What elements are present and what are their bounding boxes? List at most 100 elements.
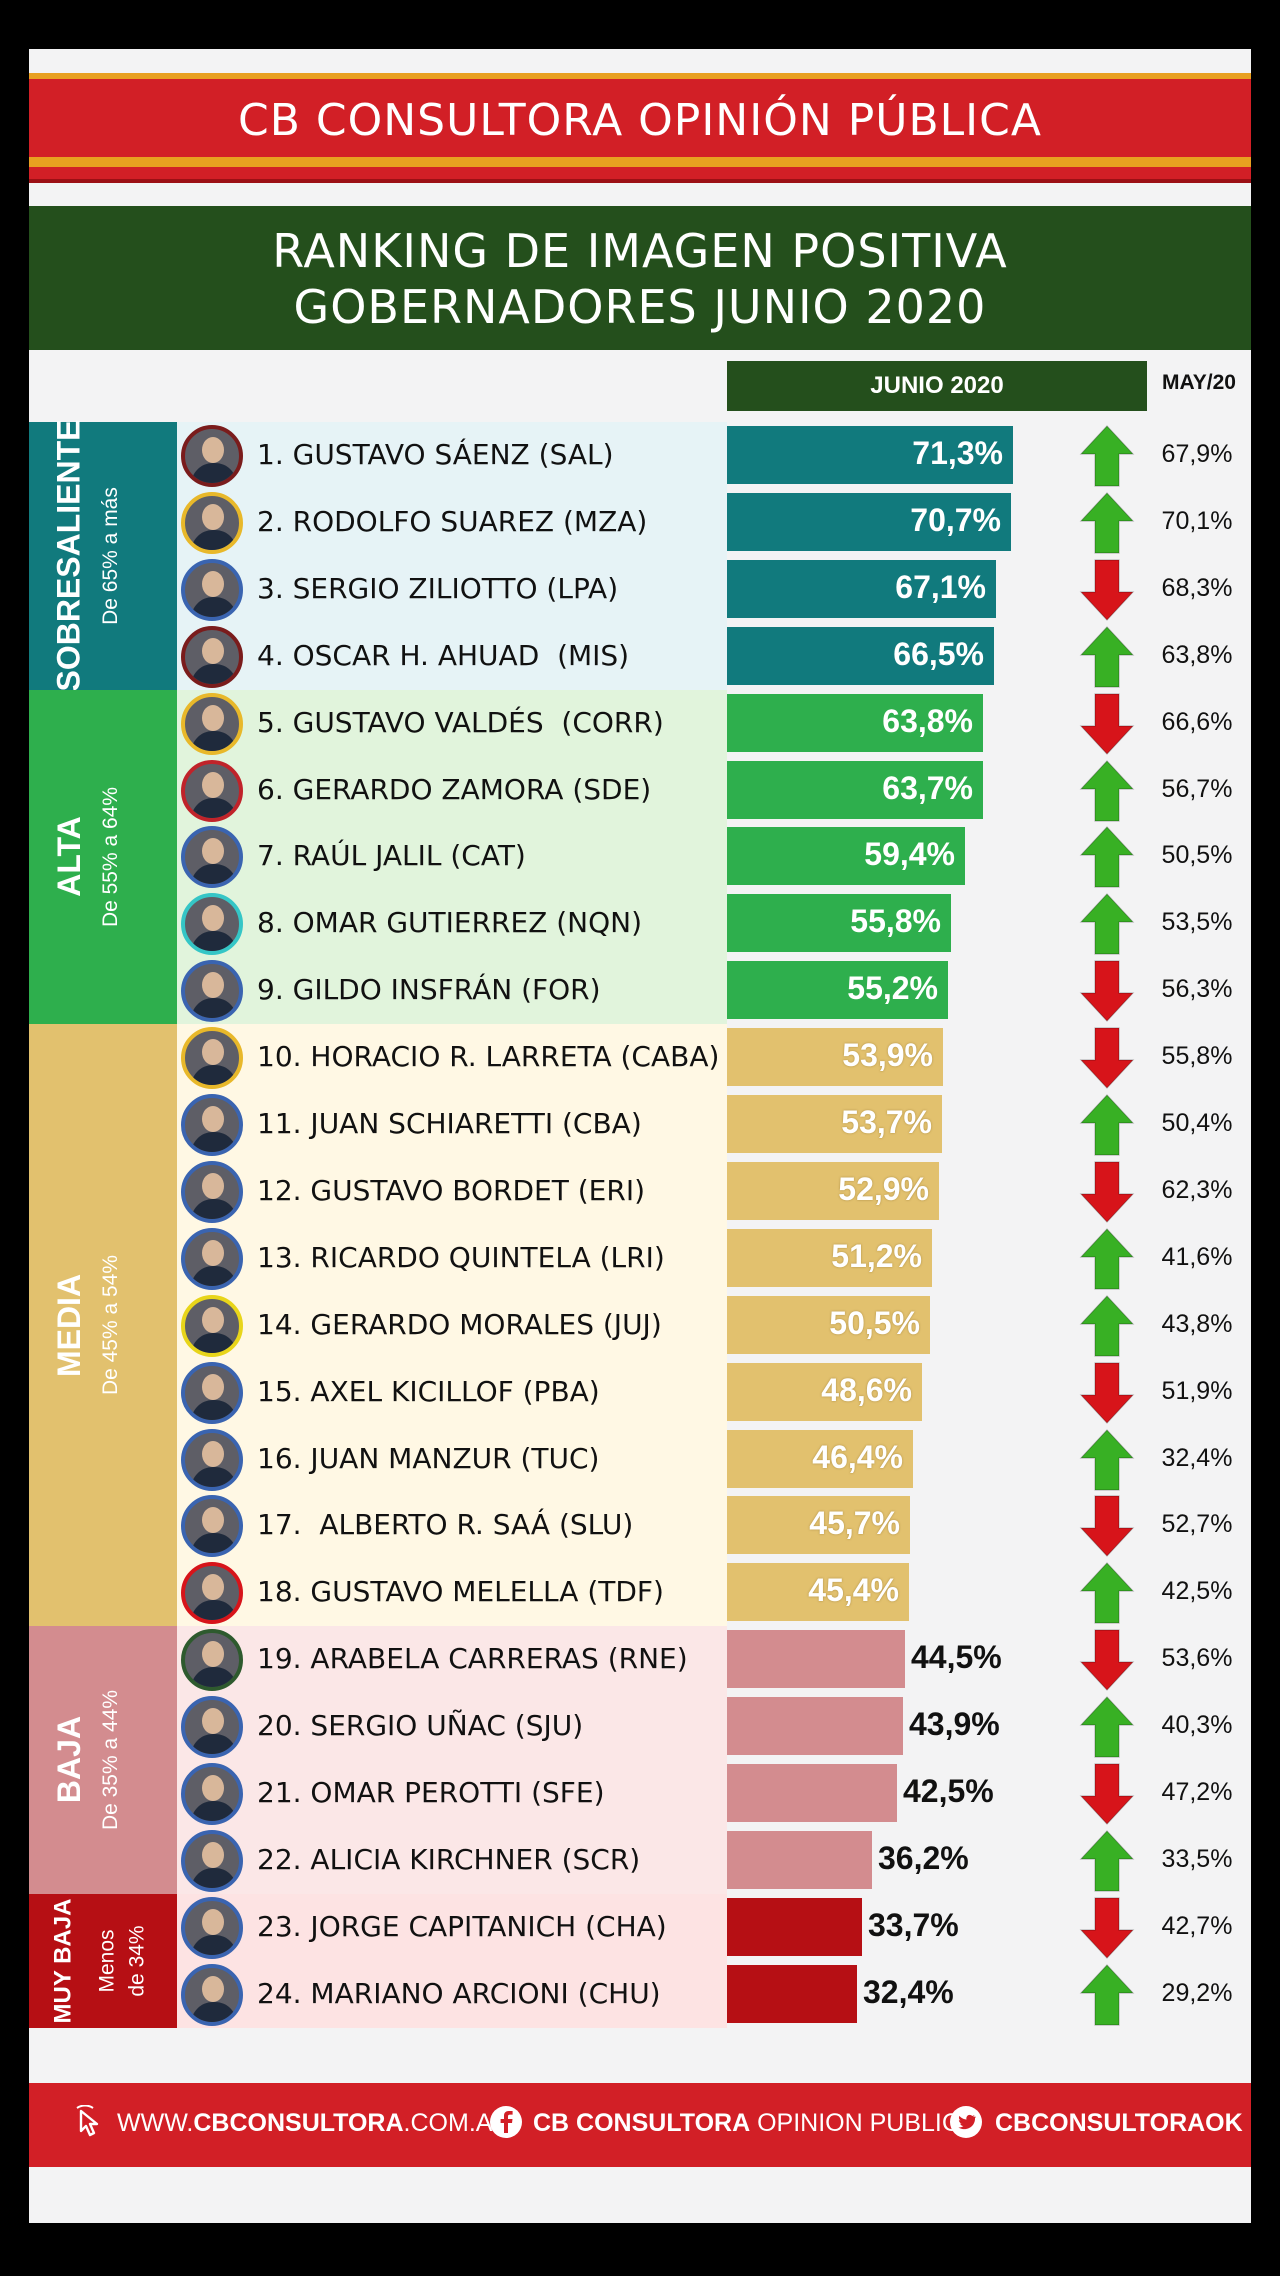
column-header-previous: MAY/20 <box>1162 371 1236 394</box>
row-background <box>177 1626 727 1694</box>
governor-name: 18. GUSTAVO MELELLA (TDF) <box>257 1575 664 1609</box>
value-bar <box>727 1429 913 1488</box>
governor-name: 1. GUSTAVO SÁENZ (SAL) <box>257 438 614 471</box>
footer-website[interactable]: WWW.CBCONSULTORA.COM.AR <box>117 2109 511 2138</box>
value-bar <box>727 1630 905 1689</box>
governor-photo <box>181 1829 243 1892</box>
governor-photo <box>181 1227 243 1290</box>
governor-name: 8. OMAR GUTIERREZ (NQN) <box>257 906 643 940</box>
cursor-icon <box>76 2105 99 2137</box>
arrow-up-icon <box>1079 425 1135 487</box>
value-label: 42,5% <box>903 1773 994 1809</box>
row-background <box>177 1893 727 1961</box>
ranking-row: 7. RAÚL JALIL (CAT) 59,4% 50,5% <box>29 823 1251 891</box>
ranking-row: 24. MARIANO ARCIONI (CHU) 32,4% 29,2% <box>29 1960 1251 2028</box>
facebook-icon[interactable] <box>489 2105 523 2139</box>
value-bar <box>727 1228 932 1287</box>
governor-name: 3. SERGIO ZILIOTTO (LPA) <box>257 571 619 605</box>
row-background <box>177 957 727 1025</box>
value-label: 55,8% <box>850 903 941 940</box>
value-bar <box>727 1764 897 1822</box>
ranking-row: 5. GUSTAVO VALDÉS (CORR) 63,8% 66,6% <box>29 689 1251 757</box>
value-label: 59,4% <box>864 836 955 873</box>
governor-name: 15. AXEL KICILLOF (PBA) <box>257 1374 600 1408</box>
governor-photo <box>181 1294 243 1357</box>
previous-value: 56,3% <box>1161 975 1233 1004</box>
governor-photo <box>181 425 243 487</box>
ranking-row: 6. GERARDO ZAMORA (SDE) 63,7% 56,7% <box>29 756 1251 824</box>
governor-name: 20. SERGIO UÑAC (SJU) <box>257 1709 584 1743</box>
value-bar <box>727 1964 857 2023</box>
governor-name: 7. RAÚL JALIL (CAT) <box>257 839 526 873</box>
value-bar <box>727 1897 862 1956</box>
value-bar <box>727 426 1013 484</box>
footer-twitter[interactable]: CBCONSULTORAOK <box>995 2109 1243 2138</box>
governor-name: 9. GILDO INSFRÁN (FOR) <box>257 973 601 1007</box>
ranking-row: 10. HORACIO R. LARRETA (CABA) 53,9% 55,8% <box>29 1024 1251 1092</box>
arrow-down-icon <box>1079 1161 1135 1223</box>
governor-photo <box>181 1027 243 1090</box>
website-prefix: WWW. <box>117 2109 194 2137</box>
column-header-current: JUNIO 2020 <box>727 361 1147 411</box>
previous-value: 68,3% <box>1161 573 1233 602</box>
governor-name: 6. GERARDO ZAMORA (SDE) <box>257 772 652 806</box>
row-background <box>177 1358 727 1426</box>
arrow-down-icon <box>1079 1897 1135 1959</box>
governor-name: 10. HORACIO R. LARRETA (CABA) <box>257 1040 720 1074</box>
arrow-up-icon <box>1079 1963 1135 2026</box>
footer-bar: WWW.CBCONSULTORA.COM.AR CB CONSULTORA OP… <box>29 2083 1251 2167</box>
value-bar <box>727 1295 930 1354</box>
value-bar <box>727 827 965 886</box>
twitter-handle: CBCONSULTORAOK <box>995 2109 1243 2137</box>
row-background <box>177 488 727 556</box>
governor-photo <box>181 1361 243 1424</box>
previous-value: 47,2% <box>1161 1778 1233 1806</box>
arrow-up-icon <box>1079 1696 1135 1758</box>
governor-photo <box>181 1160 243 1223</box>
website-main: CBCONSULTORA <box>193 2109 404 2137</box>
governor-photo <box>181 491 243 554</box>
governor-name: 16. JUAN MANZUR (TUC) <box>257 1441 600 1475</box>
row-background <box>177 756 727 824</box>
row-background <box>177 1559 727 1627</box>
ranking-row: 21. OMAR PEROTTI (SFE) 42,5% 47,2% <box>29 1760 1251 1827</box>
facebook-main: CB CONSULTORA <box>533 2109 751 2137</box>
governor-name: 5. GUSTAVO VALDÉS (CORR) <box>257 705 664 739</box>
arrow-down-icon <box>1079 960 1135 1023</box>
infographic-card: CB CONSULTORA OPINIÓN PÚBLICA RANKING DE… <box>29 49 1251 2223</box>
value-label: 53,9% <box>842 1037 933 1074</box>
ranking-row: 13. RICARDO QUINTELA (LRI) 51,2% 41,6% <box>29 1224 1251 1292</box>
previous-value: 42,7% <box>1161 1911 1233 1940</box>
previous-value: 42,5% <box>1161 1577 1233 1606</box>
governor-name: 21. OMAR PEROTTI (SFE) <box>257 1776 605 1809</box>
ranking-row: 22. ALICIA KIRCHNER (SCR) 36,2% 33,5% <box>29 1826 1251 1894</box>
twitter-icon[interactable] <box>949 2105 983 2139</box>
value-label: 55,2% <box>847 970 938 1007</box>
governor-name: 14. GERARDO MORALES (JUJ) <box>257 1307 662 1341</box>
governor-name: 11. JUAN SCHIARETTI (CBA) <box>257 1107 642 1140</box>
row-background <box>177 1091 727 1158</box>
value-label: 44,5% <box>911 1639 1002 1676</box>
facebook-suffix: OPINION PUBLICA <box>750 2109 977 2137</box>
ranking-row: 4. OSCAR H. AHUAD (MIS) 66,5% 63,8% <box>29 622 1251 690</box>
value-label: 63,7% <box>882 769 973 806</box>
footer-facebook[interactable]: CB CONSULTORA OPINION PUBLICA <box>533 2109 977 2138</box>
row-background <box>177 1760 727 1827</box>
category-band: SOBRESALIENTE De 65% a más <box>29 420 177 692</box>
value-bar <box>727 760 983 819</box>
category-band: BAJA De 35% a 44% <box>29 1626 177 1894</box>
arrow-up-icon <box>1079 826 1135 888</box>
value-bar <box>727 1697 903 1756</box>
governor-photo <box>181 1495 243 1558</box>
governor-name: 2. RODOLFO SUAREZ (MZA) <box>257 504 648 538</box>
governor-photo <box>181 1896 243 1959</box>
governor-photo <box>181 893 243 956</box>
previous-value: 70,1% <box>1161 506 1233 535</box>
previous-value: 67,9% <box>1161 440 1233 468</box>
value-label: 45,4% <box>808 1572 899 1609</box>
value-label: 48,6% <box>821 1371 912 1408</box>
row-background <box>177 1425 727 1493</box>
governor-photo <box>181 558 243 621</box>
value-bar <box>727 1496 910 1555</box>
previous-value: 33,5% <box>1161 1844 1233 1873</box>
